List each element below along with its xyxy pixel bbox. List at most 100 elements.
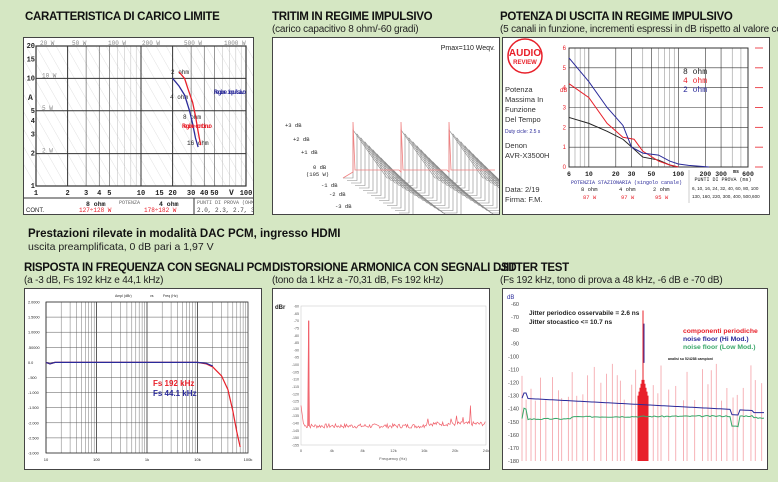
table-header: PUNTI DI PROVA (OHM) bbox=[197, 200, 254, 206]
spectrum-line bbox=[300, 320, 486, 430]
x-tick-label: 8k bbox=[361, 448, 365, 453]
y-tick-label: -2.000 bbox=[28, 421, 39, 425]
table-row-label: CONT. bbox=[26, 208, 44, 214]
x-tick-label: 20 bbox=[168, 190, 176, 198]
legend-impulsivo: Regime impulsivo bbox=[214, 89, 246, 96]
waterfall-trace bbox=[347, 133, 499, 181]
y-tick-label: 0.0 bbox=[28, 361, 33, 365]
logo-text: AUDIO bbox=[509, 48, 541, 59]
top-label: Freq (Hz) bbox=[163, 294, 178, 298]
top-label: Ampl (dBr) bbox=[115, 294, 132, 298]
y-tick-label: 4 bbox=[563, 86, 567, 92]
waterfall-trace bbox=[371, 157, 499, 196]
series-line bbox=[568, 116, 679, 168]
dsd-chart: -60 -65 -70 -75 -80 -85 -90 -95 -100 -105 -110 -115… bbox=[272, 288, 490, 470]
y-tick-label: -160 bbox=[508, 433, 519, 439]
power-label: 500 W bbox=[184, 40, 202, 47]
series-line bbox=[45, 361, 213, 367]
y-tick-label: -120 bbox=[508, 381, 519, 387]
power-gridline bbox=[215, 45, 253, 112]
power-gridline bbox=[35, 45, 117, 187]
y-tick-label: 15 bbox=[27, 56, 35, 64]
y-tick-label: -100 bbox=[508, 354, 519, 360]
duty-cycle: Duty cicle: 2.5 s bbox=[505, 129, 541, 135]
table-cell: 127÷128 W bbox=[79, 207, 112, 214]
panel-subtitle-power: (5 canali in funzione, incrementi espres… bbox=[500, 24, 778, 35]
x-tick-label: 50 bbox=[648, 171, 656, 178]
power-label: 5 W bbox=[42, 105, 53, 112]
waterfall-trace bbox=[355, 141, 499, 186]
analysis-note: analisi su 524288 campioni bbox=[668, 357, 713, 361]
tritim-chart: Pmax=110 Weqv. +3 dB +2 dB +1 dB 0 dB (105 W)… bbox=[272, 37, 500, 215]
level-label: +2 dB bbox=[293, 136, 310, 143]
waterfall-trace bbox=[363, 149, 499, 191]
power-gridline bbox=[235, 45, 253, 77]
y-tick-label: -90 bbox=[511, 341, 519, 347]
power-gridline bbox=[55, 45, 137, 187]
series-line bbox=[178, 71, 202, 146]
power-gridline bbox=[24, 76, 87, 187]
device-name: AVR-X3500H bbox=[505, 151, 549, 160]
waterfall-trace bbox=[343, 129, 497, 179]
date-text: Data: 2/19 bbox=[505, 185, 540, 194]
power-label: 100 W bbox=[108, 40, 126, 47]
y-tick-label: -120 bbox=[292, 392, 299, 396]
info-text: Potenza bbox=[505, 85, 533, 94]
legend-item: 2 ohm bbox=[683, 86, 707, 95]
x-tick-label: 600 bbox=[742, 171, 754, 178]
load-label: 8 ohm bbox=[581, 186, 598, 193]
legend-item: 8 ohm bbox=[683, 68, 707, 77]
y-tick-label: -75 bbox=[294, 326, 299, 330]
y-tick-label: 0 bbox=[563, 165, 567, 171]
table-cell: 2.0, 2.3, 2.7, 3.2 bbox=[197, 207, 254, 214]
y-tick-label: -180 bbox=[508, 459, 519, 465]
y-tick-label: -110 bbox=[508, 367, 519, 373]
power-label: 20 W bbox=[40, 40, 55, 47]
power-chart: 0 1 2 3 4 5 6 dB 6 10 20 30 50 100 200 300 600 ms 8 ohm 4 o… bbox=[502, 37, 770, 215]
panel-subtitle-dsd: (tono da 1 kHz a -70,31 dB, Fs 192 kHz) bbox=[272, 275, 444, 286]
power-gridline bbox=[115, 45, 197, 187]
y-tick-label: -150 bbox=[508, 420, 519, 426]
panel-title-power: POTENZA DI USCITA IN REGIME IMPULSIVO bbox=[500, 11, 733, 23]
x-tick-label: 100 bbox=[240, 190, 253, 198]
y-tick-label: -140 bbox=[292, 422, 299, 426]
table-header: 8 ohm bbox=[86, 201, 106, 208]
waterfall-trace bbox=[412, 189, 494, 214]
power-gridline bbox=[195, 45, 253, 147]
x-axis-label: Frequency (Hz) bbox=[379, 456, 407, 461]
x-tick-label: 10k bbox=[194, 457, 200, 462]
y-tick-label: -80 bbox=[294, 334, 299, 338]
points-text: 6, 10, 16, 24, 32, 40, 60, 80, 100 bbox=[692, 186, 759, 191]
y-tick-label: -.500 bbox=[28, 376, 37, 380]
stationary-label: POTENZIA STAZIONARIA (singolo canale) bbox=[571, 180, 682, 186]
power-value: 87 W bbox=[583, 194, 597, 201]
panel-subtitle-jitter: (Fs 192 kHz, tono di prova a 48 kHz, -6 … bbox=[500, 275, 723, 286]
load-label: 4 ohm bbox=[170, 94, 188, 101]
y-tick-label: 1.0000 bbox=[28, 331, 40, 335]
waterfall-trace bbox=[387, 173, 499, 206]
plot-frame bbox=[45, 301, 249, 454]
waterfall-trace bbox=[351, 137, 499, 184]
y-tick-label: 2 bbox=[31, 151, 35, 159]
panel-title-tritim: TRITIM IN REGIME IMPULSIVO bbox=[272, 11, 433, 23]
power-label: 50 W bbox=[72, 40, 87, 47]
points-title: PUNTI DI PROVA (ms) bbox=[694, 177, 751, 183]
y-tick-label: -3.000 bbox=[28, 452, 39, 456]
series-line bbox=[568, 83, 679, 168]
x-tick-label: 100 bbox=[673, 171, 685, 178]
y-tick-label: -130 bbox=[508, 394, 519, 400]
x-tick-label: 3 bbox=[84, 190, 88, 198]
table-header: 4 ohm bbox=[159, 201, 179, 208]
power-gridline bbox=[85, 45, 167, 187]
points-text: 130, 160, 220, 300, 400, 500,600 bbox=[692, 194, 760, 199]
waterfall-trace bbox=[399, 185, 499, 214]
load-chart: 1 2 3 4 5 10 15 20 30 40 50 100 V 1 2 3 4 5 10 15 20 A 20 W 50 … bbox=[23, 37, 254, 215]
x-tick-label: 10 bbox=[44, 457, 49, 462]
x-tick-label: 30 bbox=[187, 190, 195, 198]
series-line bbox=[45, 361, 241, 448]
power-gridline bbox=[65, 45, 147, 187]
panel-title-jitter: JITTER TEST bbox=[500, 262, 569, 274]
power-label: 1000 W bbox=[224, 40, 246, 47]
x-tick-label: 300 bbox=[715, 171, 727, 178]
top-label: vs bbox=[150, 294, 154, 298]
